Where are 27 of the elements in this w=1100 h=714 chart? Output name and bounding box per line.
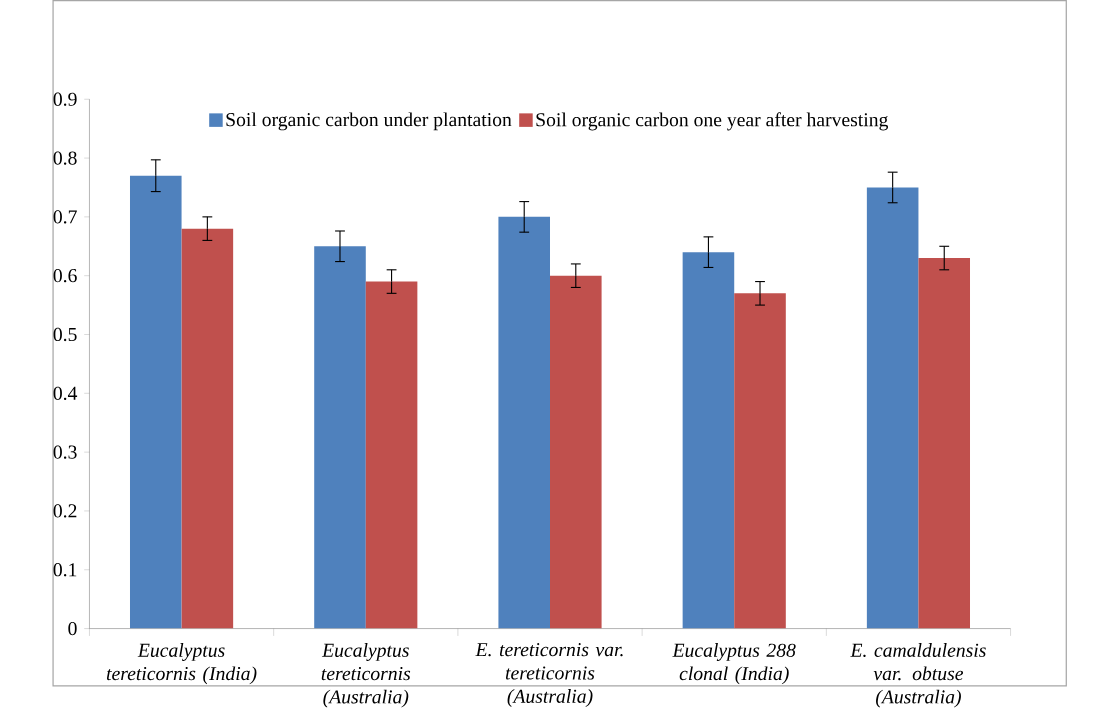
bar: [181, 228, 234, 629]
x-tick-label: Eucalyptus tereticornis (India): [106, 643, 257, 685]
x-tick-label: E. camaldulensis var. obtuse (Australia): [850, 643, 986, 708]
bar: [734, 293, 786, 629]
bar: [550, 275, 602, 629]
y-tick-label: 0.1: [53, 563, 77, 577]
bar: [365, 281, 418, 629]
bar: [314, 246, 366, 629]
bar: [129, 175, 182, 629]
y-tick-label: 0.2: [53, 504, 77, 518]
legend-label: Soil organic carbon one year after harvesting: [536, 112, 889, 131]
y-tick-label: 0: [68, 621, 77, 636]
y-tick-label: 0.9: [53, 92, 77, 106]
bar: [682, 252, 735, 629]
legend-label: Soil organic carbon under plantation: [226, 112, 512, 131]
bar: [918, 258, 971, 629]
x-tick-label: E. tereticornis var. tereticornis (Australia): [475, 643, 623, 707]
bar: [866, 187, 919, 629]
y-tick-label: 0.3: [53, 445, 77, 459]
x-tick-label: Eucalyptus tereticornis (Australia): [321, 643, 411, 708]
y-tick-label: 0.4: [53, 386, 78, 400]
x-tick-label: Eucalyptus 288 clonal (India): [672, 643, 796, 685]
y-tick-label: 0.5: [53, 327, 77, 342]
y-tick-label: 0.7: [53, 210, 77, 224]
bar: [498, 216, 551, 629]
y-tick-label: 0.8: [53, 151, 77, 165]
y-tick-label: 0.6: [53, 268, 77, 283]
